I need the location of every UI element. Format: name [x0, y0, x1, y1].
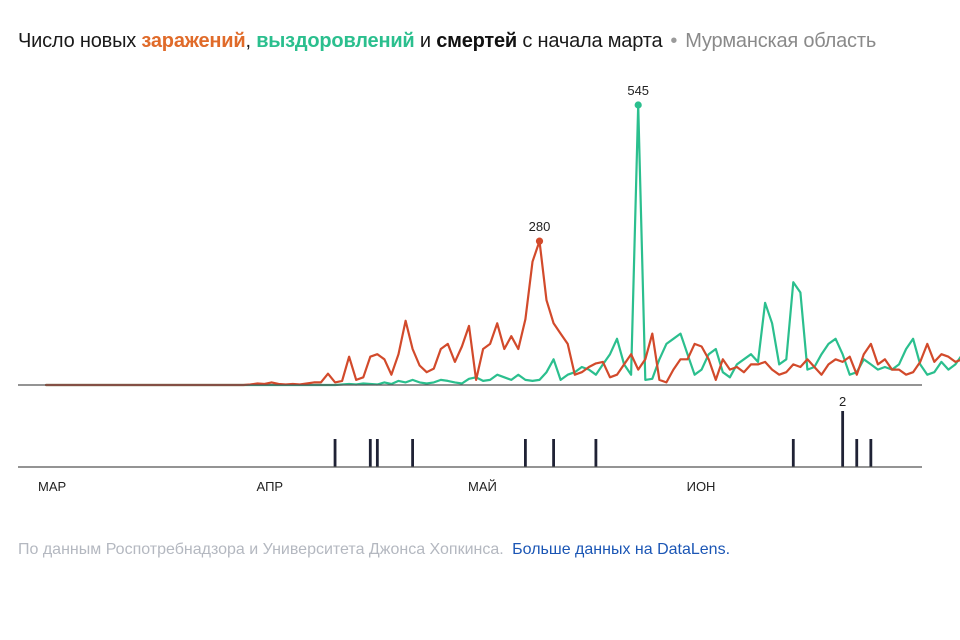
title-recoveries: выздоровлений	[256, 30, 415, 52]
datalens-link[interactable]: Больше данных на DataLens.	[512, 541, 731, 558]
deaths-peak-label: 2	[839, 394, 846, 409]
month-tick-label: МАР	[38, 479, 66, 494]
title-dot: •	[670, 30, 678, 52]
source-note: По данным Роспотребнадзора и Университет…	[18, 541, 504, 558]
deaths-bar	[411, 439, 414, 467]
deaths-bar	[552, 439, 555, 467]
deaths-bar	[368, 439, 372, 467]
chart-area: 280 545 2 МАР АПР МАЙ ИОН	[18, 83, 960, 494]
recoveries-peak-point	[634, 101, 642, 109]
infections-peak-label: 280	[529, 219, 551, 234]
region-name: Мурманская область	[685, 30, 877, 52]
month-tick-label: МАЙ	[468, 479, 497, 494]
title-sep2: и	[414, 30, 437, 52]
deaths-bar	[333, 439, 337, 467]
footer: По данным Роспотребнадзора и Университет…	[18, 541, 730, 559]
deaths-bar	[594, 439, 598, 467]
deaths-bar	[791, 439, 795, 467]
title-suffix: с начала марта	[517, 30, 663, 52]
chart-title: Число новых заражений, выздоровлений и с…	[18, 30, 876, 53]
title-infections: заражений	[141, 30, 246, 52]
month-tick-label: АПР	[257, 479, 284, 494]
infections-line	[44, 240, 960, 387]
recoveries-peak-label: 545	[627, 83, 649, 98]
title-sep1: ,	[245, 30, 257, 52]
deaths-bar	[869, 439, 873, 467]
deaths-bar	[524, 439, 527, 467]
title-deaths: смертей	[436, 30, 518, 52]
title-prefix: Число новых	[18, 30, 142, 52]
infections-peak-point	[535, 237, 544, 245]
month-tick-label: ИОН	[687, 479, 716, 494]
deaths-bar	[841, 411, 845, 467]
deaths-bar	[855, 439, 859, 467]
deaths-bar	[375, 439, 379, 467]
